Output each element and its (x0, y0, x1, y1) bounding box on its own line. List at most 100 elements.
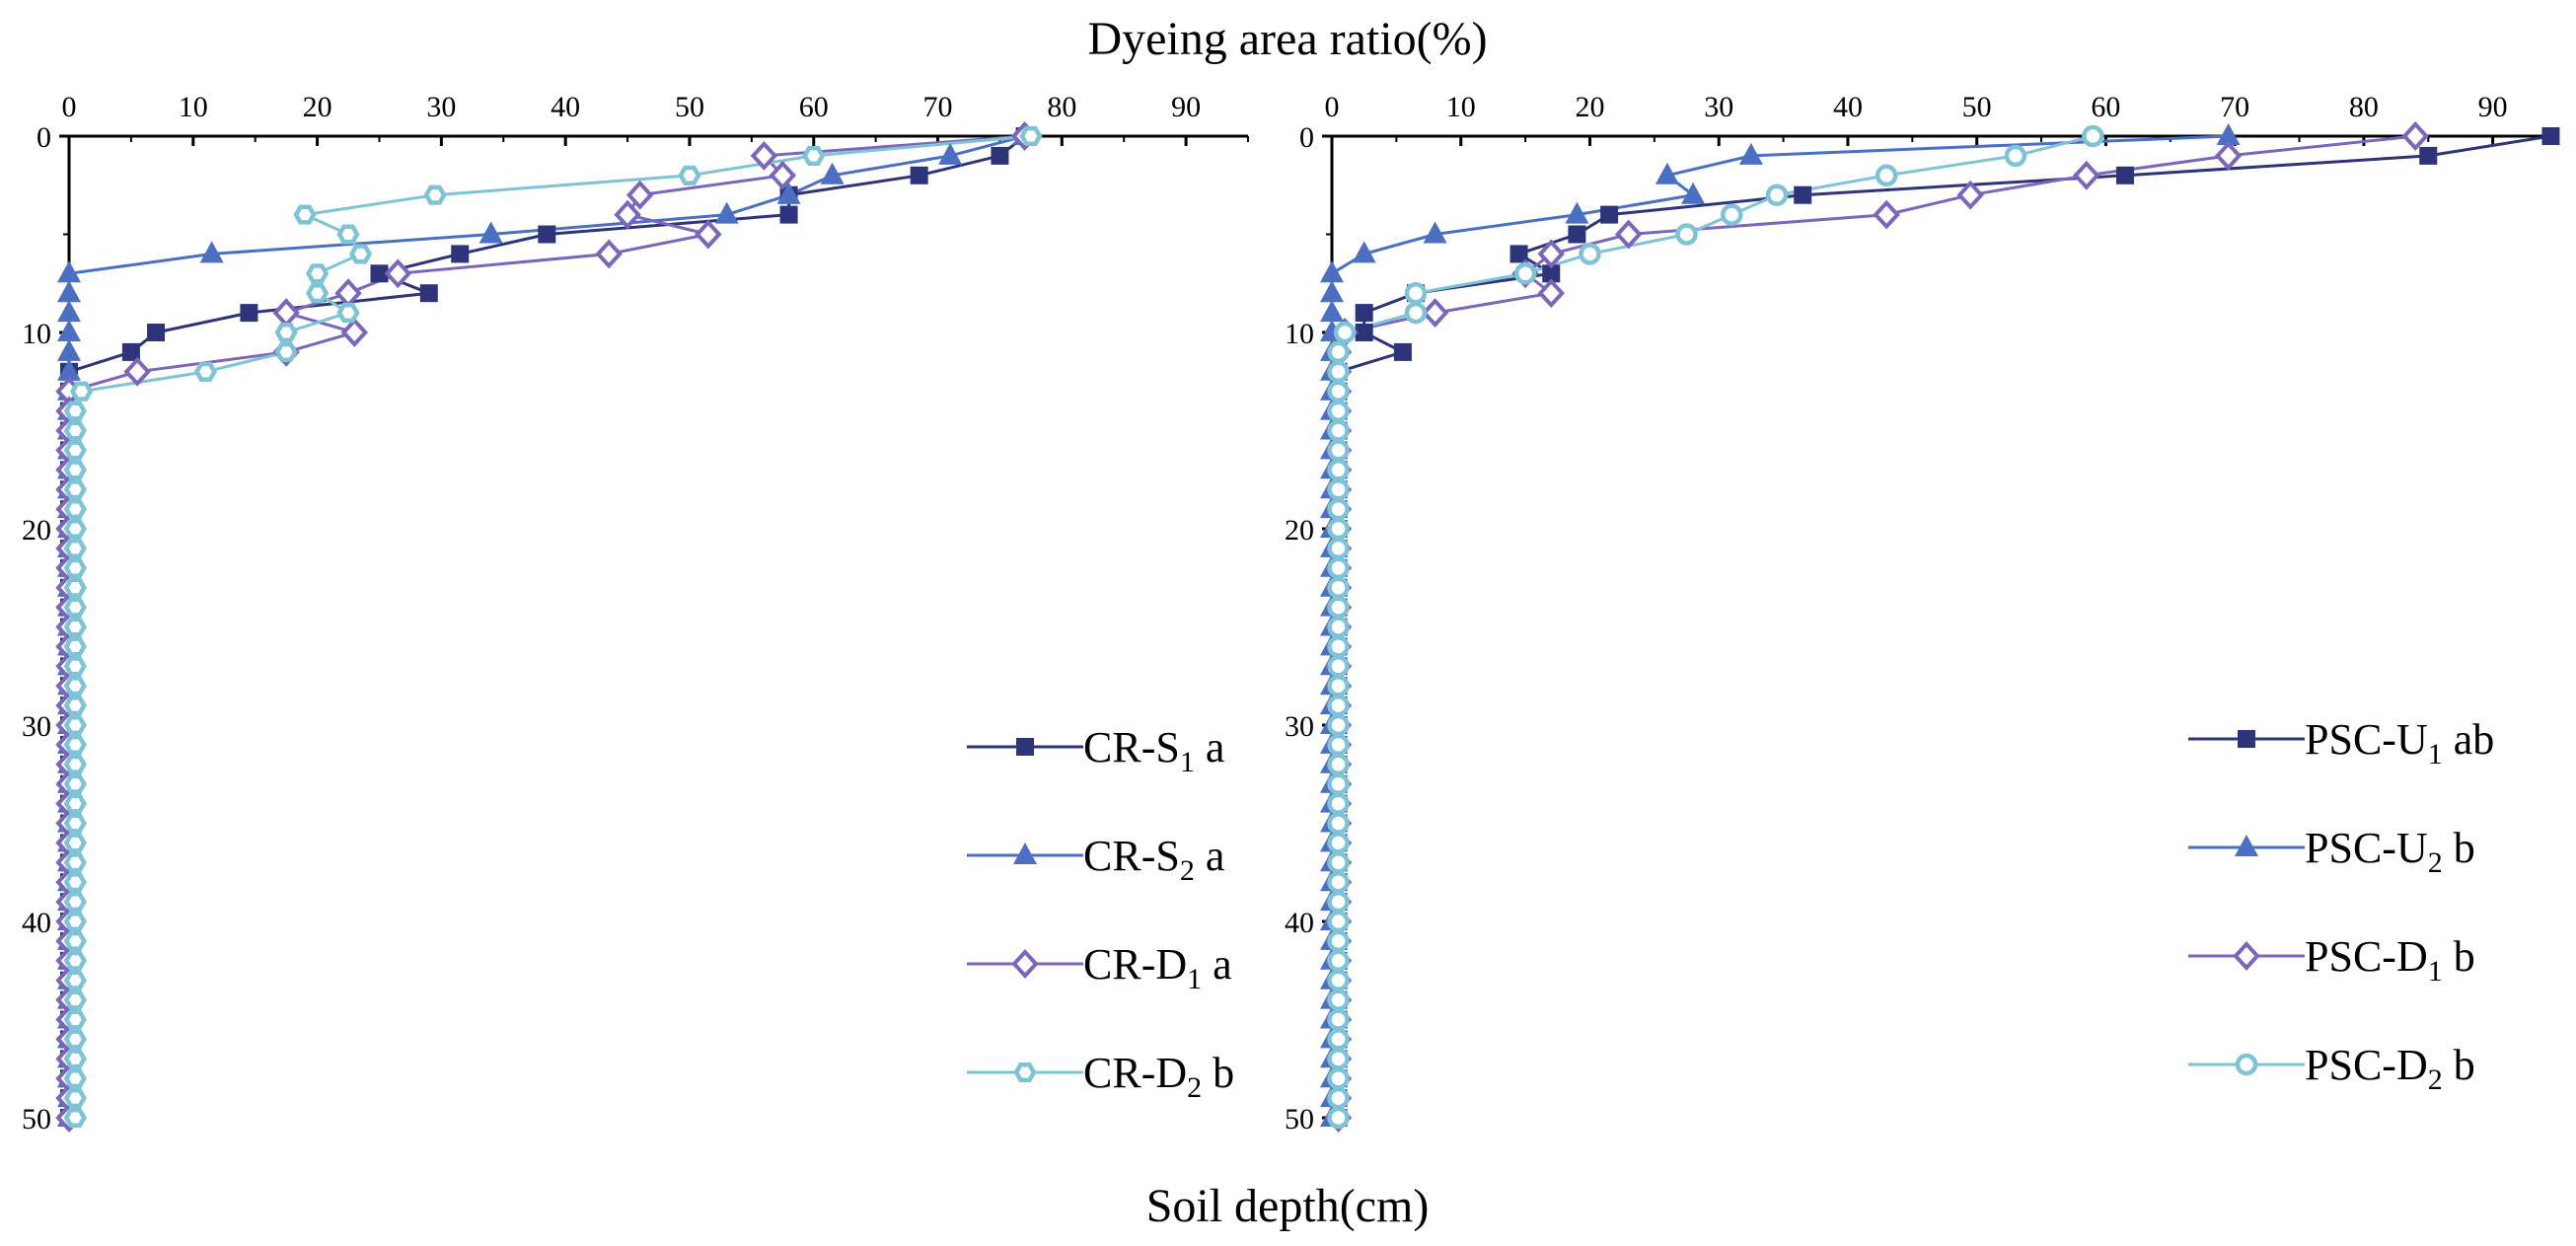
series-3-point (2214, 140, 2243, 171)
series-3-point (695, 219, 722, 250)
series-4-point (274, 322, 298, 343)
series-4-point (336, 303, 360, 324)
legend-label: CR-S1 a (1083, 723, 1224, 778)
x-tick-label: 0 (62, 91, 77, 123)
series-4-point (63, 989, 87, 1010)
series-4-point (63, 1068, 87, 1089)
series-4-point (1327, 1008, 1350, 1031)
series-2-point (1320, 280, 1344, 303)
legend-marker (2238, 730, 2255, 748)
top-axis-title: Dyeing area ratio(%) (1087, 13, 1487, 65)
series-4-point (63, 773, 87, 794)
series-4-point (423, 184, 447, 205)
series-4-point (63, 911, 87, 932)
series-4-point (1327, 870, 1350, 894)
series-4-point (63, 499, 87, 520)
series-4-point (336, 224, 360, 245)
series-4-point (63, 813, 87, 834)
y-tick-label: 20 (1285, 514, 1314, 547)
y-tick-label: 40 (1285, 907, 1314, 939)
series-2-point (1423, 221, 1447, 244)
series-3-point (384, 258, 412, 289)
series-4-point (63, 1029, 87, 1050)
y-tick-label: 50 (1285, 1103, 1314, 1136)
y-tick-label: 30 (1285, 710, 1314, 743)
series-4-point (1579, 243, 1601, 265)
series-3-point (626, 180, 654, 210)
series-4-point (1404, 281, 1428, 305)
series-4-point (1327, 439, 1350, 462)
legend-marker (2235, 1053, 2258, 1076)
series-2-point (1655, 162, 1679, 184)
series-1-point (991, 146, 1009, 165)
series-4-point (63, 518, 87, 540)
series-4-point (63, 597, 87, 618)
series-1-point (419, 284, 438, 303)
series-3-point (1956, 180, 1984, 210)
series-4-point (63, 852, 87, 873)
series-1-point (1568, 225, 1586, 244)
series-4-point (63, 636, 87, 657)
x-tick-label: 50 (1962, 91, 1992, 123)
legend-label: PSC-U2 b (2305, 824, 2475, 879)
series-4-point (1327, 635, 1350, 658)
series-4-point (1513, 262, 1537, 285)
series-4-point (63, 970, 87, 990)
series-4-point (1327, 832, 1350, 854)
series-3-point (769, 160, 797, 190)
series-4-point (1875, 164, 1898, 187)
series-2-point (57, 260, 81, 283)
series-3-point (123, 356, 151, 387)
x-tick-label: 40 (1833, 91, 1863, 123)
x-tick-label: 40 (551, 91, 580, 123)
series-4-point (1327, 380, 1350, 403)
right-chart-panel: 0 10 20 30 40 50 60 70 80 90 0 10 20 30 40 50 PSC-U1 ab P… (1285, 91, 2560, 1136)
y-tick-label: 20 (22, 514, 51, 547)
series-4-point (63, 1107, 87, 1129)
x-tick-label: 90 (2478, 91, 2508, 123)
legend-marker (1013, 843, 1037, 864)
x-tick-label: 10 (179, 91, 208, 123)
series-4-point (1327, 596, 1350, 619)
series-4-point (1327, 1106, 1350, 1130)
x-tick-label: 30 (1704, 91, 1733, 123)
x-tick-label: 30 (426, 91, 456, 123)
series-line-3 (67, 134, 1025, 1118)
series-2-point (57, 300, 81, 323)
series-2-point (820, 162, 845, 184)
series-4-point (1327, 851, 1350, 874)
series-3-point (340, 318, 369, 347)
series-4-point (63, 479, 87, 500)
series-1-point (1794, 185, 1812, 204)
series-4-point (1327, 949, 1350, 973)
series-2-point (1320, 300, 1344, 323)
series-3-point (1537, 239, 1565, 269)
series-4-point (63, 1088, 87, 1109)
series-1-point (910, 166, 928, 184)
series-4-point (678, 165, 701, 185)
series-4-point (1327, 910, 1350, 933)
series-4-point (63, 538, 87, 558)
series-4-point (1327, 674, 1350, 697)
legend-marker (1013, 1062, 1037, 1083)
series-3-point (2401, 121, 2429, 151)
legend-marker (2235, 835, 2258, 856)
series-3-point (1873, 199, 1900, 230)
series-1-point (370, 264, 389, 283)
bottom-axis-title: Soil depth(cm) (1146, 1180, 1430, 1232)
series-2-point (57, 358, 81, 381)
series-4-point (1327, 400, 1350, 422)
series-4-point (2004, 144, 2027, 168)
series-4-point (63, 754, 87, 774)
legend-marker (1011, 949, 1039, 979)
series-4-point (63, 734, 87, 755)
x-tick-label: 20 (303, 91, 332, 123)
x-tick-label: 10 (1446, 91, 1476, 123)
series-4-point (63, 1049, 87, 1069)
x-tick-label: 20 (1575, 91, 1604, 123)
y-tick-label: 30 (22, 710, 51, 743)
series-4-point (1327, 989, 1350, 1011)
series-1-point (121, 342, 140, 361)
series-4-point (1327, 1028, 1350, 1051)
x-tick-label: 0 (1325, 91, 1340, 123)
